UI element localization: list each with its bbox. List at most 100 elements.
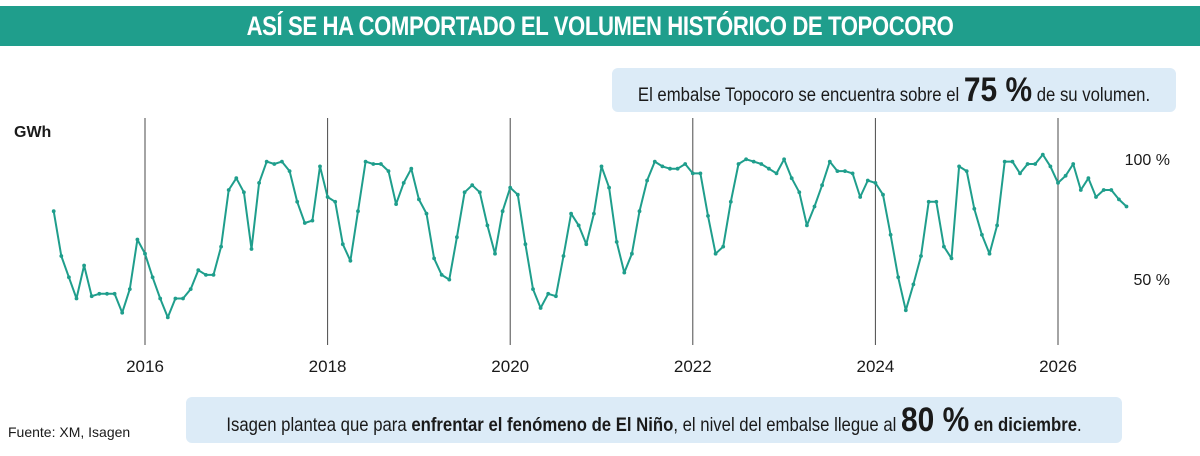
data-point <box>1002 159 1007 164</box>
data-point <box>1033 162 1038 166</box>
data-point <box>264 159 269 164</box>
data-point <box>447 277 452 282</box>
data-point <box>744 157 748 162</box>
data-point <box>964 169 969 174</box>
data-point <box>508 185 513 190</box>
data-point <box>181 296 185 301</box>
x-tick-label-2026: 2026 <box>1039 357 1077 376</box>
x-tick-label-2022: 2022 <box>674 357 712 376</box>
data-point <box>371 162 376 166</box>
data-point <box>59 254 64 258</box>
data-point <box>881 192 885 197</box>
current-level-note: El embalse Topocoro se encuentra sobre e… <box>612 68 1176 112</box>
data-point <box>97 291 102 296</box>
data-point <box>234 176 239 181</box>
data-point <box>538 306 543 310</box>
data-point <box>1094 195 1098 199</box>
data-point <box>82 263 86 268</box>
data-point <box>690 171 695 176</box>
data-point <box>987 251 992 256</box>
note-top-after: de su volumen. <box>1032 84 1151 106</box>
data-point <box>1124 204 1129 209</box>
data-point <box>1040 152 1045 157</box>
note-bottom-bold1: enfrentar el fenómeno de El Niño <box>411 414 674 436</box>
data-point <box>173 296 178 301</box>
data-point <box>957 164 961 169</box>
data-point <box>333 199 338 204</box>
chart-title: ASÍ SE HA COMPORTADO EL VOLUMEN HISTÓRIC… <box>246 10 954 41</box>
data-point <box>1025 162 1030 166</box>
data-point <box>257 181 261 185</box>
data-point <box>485 223 490 228</box>
data-point <box>827 159 832 164</box>
x-tick-label-2024: 2024 <box>856 357 894 376</box>
data-point <box>652 159 657 164</box>
data-point <box>942 244 946 249</box>
current-level-text: El embalse Topocoro se encuentra sobre e… <box>638 71 1150 110</box>
note-bottom-after: . <box>1077 414 1082 436</box>
data-point <box>515 192 520 197</box>
data-point <box>211 273 216 277</box>
data-point <box>607 185 611 190</box>
target-level-note: Isagen plantea que para enfrentar el fen… <box>186 397 1122 443</box>
data-point <box>74 296 79 301</box>
data-point <box>926 199 931 204</box>
data-point <box>470 183 475 188</box>
data-point <box>51 209 56 214</box>
target-level-text: Isagen plantea que para enfrentar el fen… <box>226 401 1081 440</box>
data-point <box>637 209 642 214</box>
data-point <box>1048 164 1053 169</box>
data-point <box>759 162 764 166</box>
data-point <box>865 178 870 183</box>
data-point <box>569 211 573 216</box>
data-point <box>1071 162 1076 166</box>
x-tick-label-2018: 2018 <box>309 357 347 376</box>
data-point <box>401 181 406 185</box>
data-point <box>150 275 155 280</box>
note-bottom-bold2: en diciembre <box>969 414 1078 436</box>
data-point <box>972 206 977 211</box>
data-point <box>226 188 231 192</box>
note-bottom-before: Isagen plantea que para <box>226 414 412 436</box>
data-point <box>493 251 497 256</box>
data-point <box>432 256 436 261</box>
data-point <box>546 291 551 296</box>
data-point <box>751 159 756 164</box>
title-bar: ASÍ SE HA COMPORTADO EL VOLUMEN HISTÓRIC… <box>0 6 1200 46</box>
data-point <box>1101 188 1106 192</box>
data-point <box>424 211 429 216</box>
note-top-before: El embalse Topocoro se encuentra sobre e… <box>637 84 964 106</box>
data-point <box>660 164 665 169</box>
data-point <box>302 221 307 225</box>
y-label-100: 100 % <box>1124 152 1170 169</box>
source-note: Fuente: XM, Isagen <box>8 424 131 440</box>
data-point <box>348 258 353 263</box>
data-point <box>728 199 733 204</box>
data-point <box>1010 159 1015 164</box>
data-point <box>340 242 345 247</box>
data-point <box>1063 173 1068 178</box>
data-point <box>584 242 589 247</box>
data-point <box>576 223 581 228</box>
x-tick-label-2016: 2016 <box>126 357 164 376</box>
series-line-0 <box>52 153 1128 319</box>
data-point <box>409 166 414 171</box>
data-point <box>242 190 246 195</box>
data-point <box>668 166 672 171</box>
data-point <box>1018 171 1022 176</box>
data-point <box>310 218 315 223</box>
data-point <box>797 190 802 195</box>
data-point <box>774 171 779 176</box>
note-top-value: 75 % <box>963 70 1033 109</box>
data-point <box>736 162 741 166</box>
data-point <box>135 237 140 242</box>
data-point <box>903 308 908 313</box>
data-point <box>1056 181 1060 185</box>
data-point <box>500 209 505 214</box>
data-point <box>919 254 923 258</box>
data-point <box>949 256 954 261</box>
note-bottom-value: 80 % <box>901 400 970 439</box>
data-point <box>554 294 558 299</box>
data-point <box>158 296 163 301</box>
data-point <box>850 171 855 176</box>
